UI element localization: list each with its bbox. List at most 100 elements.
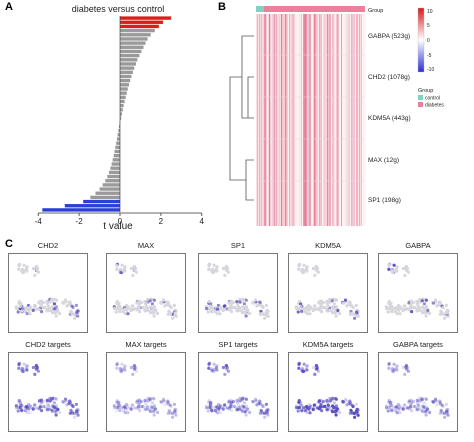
bar — [64, 204, 120, 208]
umap-point — [317, 301, 321, 305]
umap-point — [245, 407, 249, 411]
umap-point — [263, 415, 267, 419]
heatmap-stripe — [329, 14, 330, 226]
umap-point — [389, 400, 393, 404]
colorbar-tick: 5 — [427, 23, 430, 29]
umap-point — [136, 405, 140, 409]
umap-point — [131, 273, 135, 277]
umap-point — [132, 364, 136, 368]
umap-point — [413, 404, 417, 408]
heatmap-stripe — [265, 14, 267, 226]
umap-point — [173, 411, 177, 415]
umap-point — [230, 409, 234, 413]
heatmap-stripe — [357, 14, 359, 226]
umap-point — [18, 403, 22, 407]
umap-point — [420, 410, 425, 414]
umap-point — [139, 400, 143, 404]
heatmap-stripe — [319, 14, 321, 226]
umap-tile-sp1 — [198, 253, 278, 333]
umap-point — [115, 264, 119, 268]
umap-point — [439, 409, 443, 413]
heatmap-stripe — [258, 14, 260, 226]
umap-point — [136, 405, 141, 409]
umap-point — [445, 410, 449, 414]
umap-point — [40, 409, 44, 413]
umap-point — [67, 401, 71, 406]
heatmap-stripe — [303, 14, 305, 226]
umap-point — [396, 402, 401, 407]
umap-point — [148, 410, 153, 414]
bar — [120, 103, 124, 108]
bar — [120, 108, 123, 112]
umap-point — [299, 401, 303, 405]
umap-point — [431, 400, 436, 404]
umap-point — [440, 311, 444, 316]
umap-point — [415, 398, 420, 402]
umap-point — [68, 399, 72, 403]
tile-title-max-targets: MAX targets — [125, 340, 167, 349]
umap-point — [167, 402, 171, 406]
umap-point — [156, 410, 160, 415]
umap-point — [39, 398, 43, 402]
umap-point — [223, 372, 227, 376]
umap-point — [394, 405, 398, 409]
umap-point — [215, 411, 219, 415]
umap-point — [422, 405, 426, 409]
umap-point — [418, 308, 422, 312]
umap-point — [152, 397, 156, 401]
umap-point — [166, 400, 170, 404]
colorbar-tick: 0 — [427, 38, 430, 44]
umap-point — [395, 307, 399, 311]
umap-point — [238, 308, 242, 312]
heatmap-stripe — [277, 14, 279, 226]
umap-point — [172, 409, 177, 413]
umap-point — [297, 264, 301, 268]
x-tick-label: 0 — [118, 217, 123, 226]
umap-point — [345, 304, 349, 308]
colorbar — [417, 7, 425, 73]
umap-point — [173, 311, 177, 315]
umap-point — [421, 404, 425, 408]
umap-point — [166, 300, 170, 304]
umap-point — [50, 311, 55, 315]
heatmap-stripe — [315, 14, 317, 226]
heatmap-stripe — [259, 14, 261, 226]
umap-point — [131, 403, 135, 407]
umap-point — [21, 270, 25, 275]
umap-point — [240, 398, 244, 402]
umap-point — [311, 365, 315, 370]
umap-point — [151, 307, 155, 311]
umap-point — [129, 308, 133, 313]
umap-point — [19, 401, 23, 405]
heatmap-stripe — [327, 14, 328, 226]
umap-point — [236, 304, 240, 308]
umap-point — [115, 363, 119, 367]
umap-point — [390, 368, 394, 372]
umap-point — [143, 399, 147, 403]
umap-point — [401, 407, 405, 412]
umap-point — [207, 362, 211, 366]
umap-point — [244, 298, 248, 302]
umap-point — [297, 366, 301, 370]
legend-title: Group — [418, 88, 433, 94]
umap-point — [53, 311, 57, 315]
umap-point — [173, 413, 177, 417]
umap-tile-chd2-targets — [8, 352, 88, 432]
umap-point — [344, 399, 348, 403]
umap-point — [233, 404, 237, 408]
umap-point — [161, 298, 166, 302]
umap-point — [325, 408, 329, 412]
umap-point — [133, 364, 137, 368]
umap-point — [118, 309, 122, 313]
umap-point — [410, 400, 414, 404]
umap-point — [333, 307, 337, 311]
umap-point — [25, 364, 29, 368]
umap-point — [174, 408, 178, 412]
umap-point — [302, 362, 306, 366]
umap-point — [207, 300, 211, 304]
umap-point — [17, 363, 21, 367]
bar — [107, 174, 120, 179]
umap-point — [229, 403, 233, 407]
umap-point — [330, 398, 334, 402]
umap-point — [214, 267, 218, 271]
